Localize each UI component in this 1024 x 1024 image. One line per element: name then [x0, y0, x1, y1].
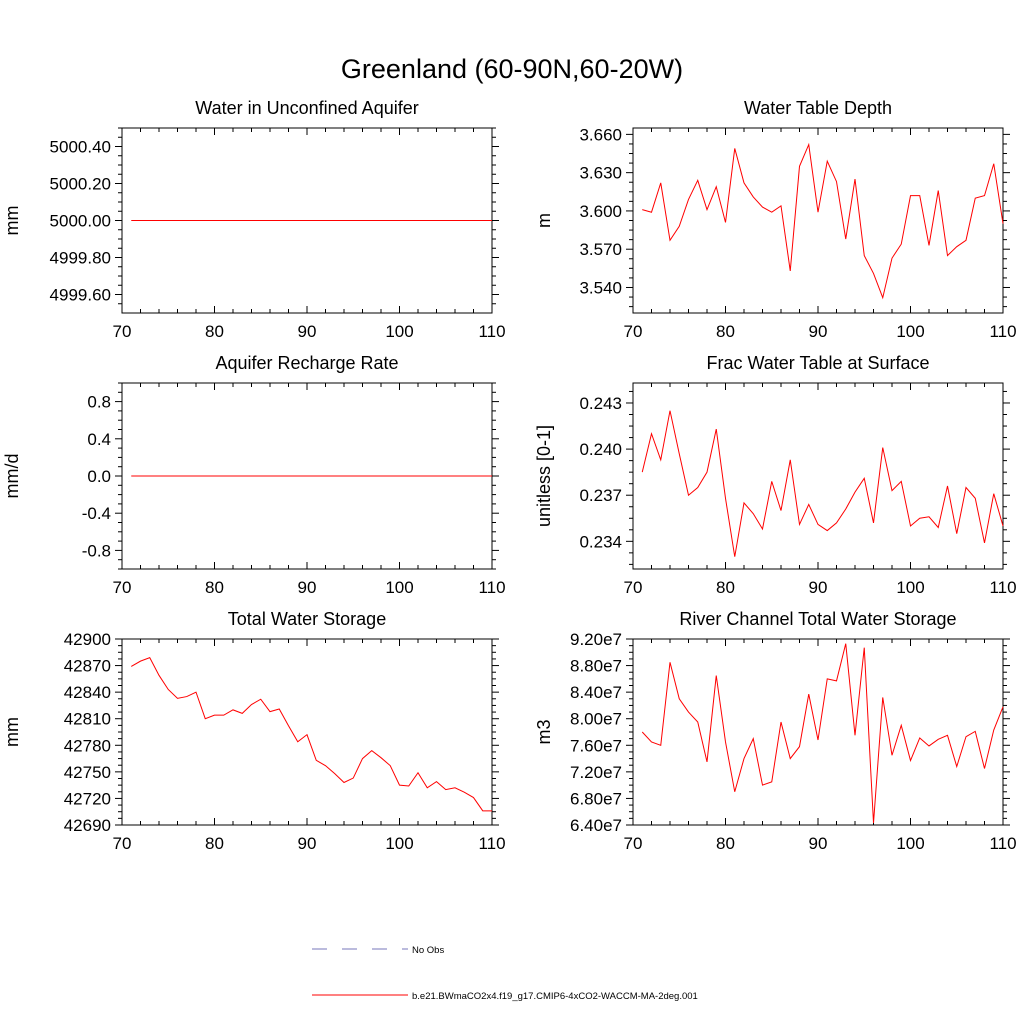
- y-axis-label: mm/d: [2, 454, 22, 499]
- x-tick-label: 80: [716, 834, 735, 853]
- y-axis-label: unitless [0-1]: [534, 425, 554, 527]
- y-tick-label: 6.40e7: [570, 816, 622, 835]
- x-tick-label: 90: [298, 834, 317, 853]
- series-line: [641, 410, 1004, 557]
- y-tick-label: 0.240: [579, 440, 622, 459]
- y-tick-label: 0.4: [87, 430, 111, 449]
- panel-4: 70 80 90 100 110 0.234 0.237 0.240 0.243 Frac Wat…: [534, 353, 1017, 597]
- y-tick-label: 42840: [64, 683, 111, 702]
- page-title: Greenland (60-90N,60-20W): [341, 54, 683, 84]
- x-tick-label: 90: [298, 322, 317, 341]
- x-tick-label: 90: [809, 834, 828, 853]
- x-tick-label: 110: [478, 322, 505, 341]
- x-tick-label: 80: [205, 834, 224, 853]
- y-axis-label: mm: [2, 206, 22, 236]
- x-tick-label: 110: [989, 578, 1016, 597]
- y-tick-label: 9.20e7: [570, 630, 622, 649]
- y-tick-label: 0.0: [87, 467, 111, 486]
- y-tick-label: 42900: [64, 630, 111, 649]
- series-line: [131, 656, 492, 812]
- y-tick-label: -0.8: [82, 541, 111, 560]
- x-tick-label: 70: [624, 322, 643, 341]
- x-tick-label: 80: [205, 578, 224, 597]
- y-tick-label: 4999.80: [50, 249, 111, 268]
- y-tick-label: 0.243: [579, 394, 622, 413]
- x-tick-label: 80: [716, 322, 735, 341]
- y-tick-label: 8.00e7: [570, 710, 622, 729]
- y-tick-label: 3.540: [579, 278, 622, 297]
- y-tick-label: 5000.40: [50, 138, 111, 157]
- y-tick-label: 8.80e7: [570, 657, 622, 676]
- x-tick-label: 90: [809, 578, 828, 597]
- x-tick-label: 100: [385, 834, 413, 853]
- x-tick-label: 70: [113, 322, 132, 341]
- legend: No Obs b.e21.BWmaCO2x4.f19_g17.CMIP6-4xC…: [312, 945, 698, 1002]
- panel-title: River Channel Total Water Storage: [679, 609, 956, 629]
- y-tick-label: 42690: [64, 816, 111, 835]
- x-tick-label: 90: [298, 578, 317, 597]
- panel-title: Total Water Storage: [228, 609, 386, 629]
- x-tick-label: 100: [385, 578, 413, 597]
- x-tick-label: 70: [113, 578, 132, 597]
- y-axis-label: m3: [534, 719, 554, 744]
- y-tick-label: 0.237: [579, 486, 622, 505]
- panel-title: Aquifer Recharge Rate: [215, 353, 398, 373]
- x-tick-label: 110: [989, 834, 1016, 853]
- x-tick-label: 110: [989, 322, 1016, 341]
- x-tick-label: 100: [896, 578, 924, 597]
- panel-1: 70 80 90 100 110 4999.60 4999.80 5000.00 5000.20…: [2, 98, 506, 341]
- panel-5: 70 80 90 100 110 42690 42720 42750 42780 42810 428…: [2, 609, 506, 853]
- x-tick-label: 100: [385, 322, 413, 341]
- y-tick-label: 42720: [64, 789, 111, 808]
- panel-6: 70 80 90 100 110 6.40e7 6.80e7 7.20e7 7.60e7 8.00…: [534, 609, 1017, 853]
- y-tick-label: 42870: [64, 657, 111, 676]
- series-line: [642, 142, 1004, 300]
- panel-title: Water Table Depth: [744, 98, 892, 118]
- plot-frame: [632, 127, 1004, 314]
- y-tick-label: -0.4: [82, 504, 111, 523]
- y-axis-label: mm: [2, 717, 22, 747]
- panel-title: Frac Water Table at Surface: [706, 353, 929, 373]
- x-tick-label: 70: [113, 834, 132, 853]
- x-tick-label: 70: [624, 578, 643, 597]
- x-tick-label: 100: [896, 322, 924, 341]
- y-tick-label: 7.60e7: [570, 736, 622, 755]
- y-axis-label: m: [534, 213, 554, 228]
- y-tick-label: 3.630: [579, 164, 622, 183]
- plot-frame: [632, 382, 1004, 570]
- panels: 70 80 90 100 110 4999.60 4999.80 5000.00 5000.20…: [2, 98, 1017, 853]
- y-tick-label: 6.80e7: [570, 789, 622, 808]
- plot-frame: [632, 638, 1004, 826]
- y-tick-label: 3.570: [579, 240, 622, 259]
- y-tick-label: 4999.60: [50, 286, 111, 305]
- x-tick-label: 80: [205, 322, 224, 341]
- y-tick-label: 42810: [64, 710, 111, 729]
- x-tick-label: 80: [716, 578, 735, 597]
- y-tick-label: 42750: [64, 763, 111, 782]
- x-tick-label: 110: [478, 578, 505, 597]
- legend-model-label: b.e21.BWmaCO2x4.f19_g17.CMIP6-4xCO2-WACC…: [412, 991, 698, 1002]
- x-tick-label: 70: [624, 834, 643, 853]
- x-tick-label: 90: [809, 322, 828, 341]
- y-tick-label: 7.20e7: [570, 763, 622, 782]
- y-tick-label: 5000.00: [50, 212, 111, 231]
- y-tick-label: 0.234: [579, 532, 622, 551]
- x-tick-label: 100: [896, 834, 924, 853]
- y-tick-label: 5000.20: [50, 175, 111, 194]
- y-tick-label: 3.600: [579, 202, 622, 221]
- legend-no-obs-label: No Obs: [412, 945, 444, 956]
- y-tick-label: 0.8: [87, 393, 111, 412]
- panel-3: 70 80 90 100 110 -0.8 -0.4 0.0 0.4 0.8 Aquifer Rec…: [2, 353, 506, 597]
- x-tick-label: 110: [478, 834, 505, 853]
- plot-frame: [121, 638, 493, 826]
- y-tick-label: 42780: [64, 736, 111, 755]
- panel-title: Water in Unconfined Aquifer: [195, 98, 418, 118]
- y-tick-label: 3.660: [579, 125, 622, 144]
- y-tick-label: 8.40e7: [570, 683, 622, 702]
- panel-2: 70 80 90 100 110 3.540 3.570 3.600 3.630 3.660 Wat…: [534, 98, 1017, 341]
- series-line: [641, 643, 1004, 824]
